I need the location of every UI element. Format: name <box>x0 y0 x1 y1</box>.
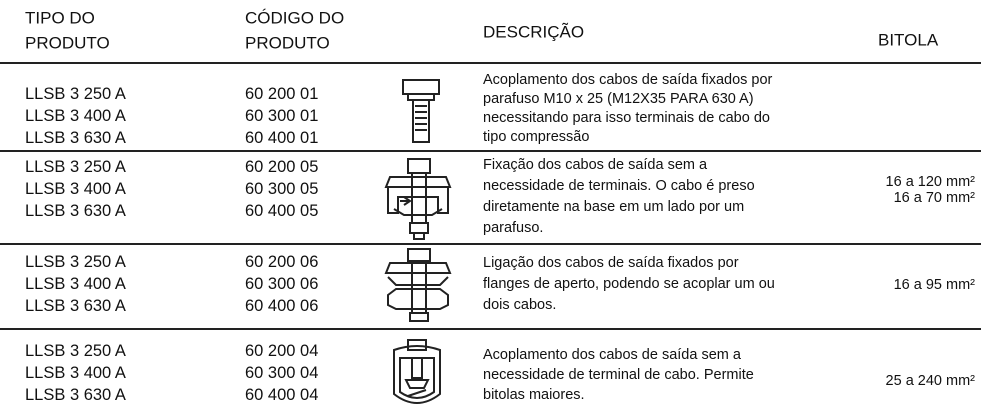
gauge: 16 a 120 mm² <box>885 173 975 190</box>
gauge: 16 a 95 mm² <box>893 276 975 293</box>
frame-icon <box>393 339 441 404</box>
description-line: Fixação dos cabos de saída sem a <box>483 156 708 173</box>
product-code: 60 200 05 <box>245 157 319 176</box>
product-code: 60 200 04 <box>245 341 319 360</box>
row-divider <box>0 243 981 245</box>
product-code: 60 400 06 <box>245 296 319 315</box>
description-line: parafuso. <box>483 219 544 236</box>
product-type: LLSB 3 250 A <box>25 252 126 271</box>
product-code: 60 300 01 <box>245 106 319 125</box>
header-cell: TIPO DO <box>25 8 95 28</box>
header-cell: CÓDIGO DO <box>245 8 345 28</box>
product-code: 60 300 05 <box>245 179 319 198</box>
clamp-icon <box>384 158 452 240</box>
product-type: LLSB 3 630 A <box>25 385 126 404</box>
row-divider <box>0 328 981 330</box>
product-code: 60 300 04 <box>245 363 319 382</box>
product-type: LLSB 3 630 A <box>25 201 126 220</box>
description-line: Ligação dos cabos de saída fixados por <box>483 254 739 271</box>
product-type: LLSB 3 400 A <box>25 274 126 293</box>
header-cell: PRODUTO <box>245 33 330 53</box>
bolt-icon <box>402 79 440 143</box>
product-code: 60 400 04 <box>245 385 319 404</box>
description-line: dois cabos. <box>483 296 557 313</box>
product-type: LLSB 3 250 A <box>25 84 126 103</box>
description-line: necessidade de terminais. O cabo é preso <box>483 177 755 194</box>
product-type: LLSB 3 630 A <box>25 128 126 147</box>
header-cell: DESCRIÇÃO <box>483 22 585 42</box>
product-type: LLSB 3 250 A <box>25 157 126 176</box>
product-type: LLSB 3 630 A <box>25 296 126 315</box>
product-type: LLSB 3 400 A <box>25 363 126 382</box>
description-line: necessidade de terminal de cabo. Permite <box>483 366 754 383</box>
description-line: flanges de aperto, podendo se acoplar um… <box>483 275 775 292</box>
description-line: bitolas maiores. <box>483 386 585 403</box>
product-type: LLSB 3 400 A <box>25 106 126 125</box>
header-cell: PRODUTO <box>25 33 110 53</box>
product-type: LLSB 3 250 A <box>25 341 126 360</box>
description-line: tipo compressão <box>483 128 590 145</box>
row-divider <box>0 62 981 64</box>
row-divider <box>0 150 981 152</box>
description-line: Acoplamento dos cabos de saída fixados p… <box>483 71 773 88</box>
flange-icon <box>384 248 452 322</box>
description-line: parafuso M10 x 25 (M12X35 PARA 630 A) <box>483 90 754 107</box>
product-code: 60 200 06 <box>245 252 319 271</box>
product-code: 60 300 06 <box>245 274 319 293</box>
product-code: 60 400 05 <box>245 201 319 220</box>
product-type: LLSB 3 400 A <box>25 179 126 198</box>
gauge: 16 a 70 mm² <box>893 189 975 206</box>
product-code: 60 200 01 <box>245 84 319 103</box>
description-line: Acoplamento dos cabos de saída sem a <box>483 346 741 363</box>
product-code: 60 400 01 <box>245 128 319 147</box>
description-line: necessitando para isso terminais de cabo… <box>483 109 770 126</box>
description-line: diretamente na base em um lado por um <box>483 198 745 215</box>
gauge: 25 a 240 mm² <box>885 372 975 389</box>
header-cell: BITOLA <box>878 30 939 50</box>
